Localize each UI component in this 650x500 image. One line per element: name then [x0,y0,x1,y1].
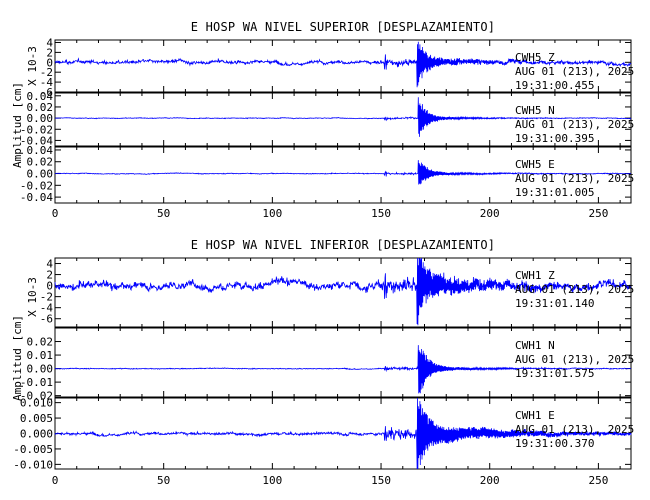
y-tick-label: 0 [46,56,53,69]
waveform-line [55,97,632,137]
date-label: AUG 01 (213), 2025 [515,283,634,296]
channel-label: CWH5 Z [515,51,555,64]
y-tick-label: -2 [40,66,53,79]
y-tick-label: -4 [40,76,54,89]
time-label: 19:31:01.140 [515,297,594,310]
y-tick-label: -0.04 [20,134,53,147]
upper-x-tick-label: 200 [480,207,500,220]
lower-x-tick-label: 150 [371,474,391,487]
y-tick-label: 0.02 [27,156,54,169]
y-tick-label: 0.00 [27,363,54,376]
panel-frame [54,92,632,147]
scale-multiplier-label: X 10-3 [26,46,39,86]
upper-level-figure: E HOSP WA NIVEL SUPERIOR [DESPLAZAMIENTO… [11,20,634,220]
y-tick-label: 0 [46,280,53,293]
date-label: AUG 01 (213), 2025 [515,172,634,185]
waveform-line [54,41,632,88]
lower-level-figure: E HOSP WA NIVEL INFERIOR [DESPLAZAMIENTO… [11,238,634,487]
y-tick-label: -6 [40,313,53,326]
lower-y-axis-label: Amplitud [cm] [11,315,24,401]
y-tick-label: -4 [40,302,54,315]
time-label: 19:31:00.370 [515,437,594,450]
upper-x-tick-label: 150 [371,207,391,220]
y-tick-label: 2 [46,46,53,59]
date-label: AUG 01 (213), 2025 [515,423,634,436]
y-tick-label: 0.000 [20,428,53,441]
upper-title: E HOSP WA NIVEL SUPERIOR [DESPLAZAMIENTO… [191,20,495,34]
channel-label: CWH1 N [515,339,555,352]
y-tick-label: 0.005 [20,412,53,425]
time-label: 19:31:00.395 [515,132,594,145]
waveform-line [54,257,632,326]
y-tick-label: 0.01 [27,349,54,362]
lower-x-tick-label: 0 [52,474,59,487]
panel-frame [54,327,632,398]
y-tick-label: 0.02 [27,101,54,114]
time-label: 19:31:01.005 [515,186,594,199]
y-tick-label: -0.02 [20,179,53,192]
y-tick-label: 0.010 [20,397,53,410]
upper-x-tick-label: 0 [52,207,59,220]
channel-label: CWH5 E [515,158,555,171]
y-tick-label: -0.010 [13,458,53,471]
date-label: AUG 01 (213), 2025 [515,353,634,366]
panel-frame [54,257,632,328]
time-label: 19:31:00.455 [515,79,594,92]
lower-x-tick-label: 100 [262,474,282,487]
y-tick-label: -0.02 [20,390,53,403]
y-tick-label: -6 [40,86,53,99]
y-tick-label: 0.00 [27,168,54,181]
lower-x-tick-label: 250 [588,474,608,487]
panel-frame [54,39,632,93]
lower-title: E HOSP WA NIVEL INFERIOR [DESPLAZAMIENTO… [191,238,495,252]
waveform-line [54,345,631,394]
y-tick-label: -0.02 [20,123,53,136]
y-tick-label: -0.005 [13,443,53,456]
time-label: 19:31:01.575 [515,367,594,380]
upper-x-tick-label: 250 [588,207,608,220]
lower-x-tick-label: 50 [157,474,170,487]
y-tick-label: -0.01 [20,376,53,389]
lower-x-tick-label: 200 [480,474,500,487]
date-label: AUG 01 (213), 2025 [515,65,634,78]
channel-label: CWH1 Z [515,269,555,282]
y-tick-label: 0.04 [27,144,54,157]
channel-label: CWH1 E [515,409,555,422]
y-tick-label: 0.00 [27,112,54,125]
panel-frame [54,146,632,204]
upper-x-tick-label: 50 [157,207,170,220]
waveform-line [54,397,632,470]
upper-y-axis-label: Amplitud [cm] [11,82,24,168]
y-tick-label: 0.02 [27,336,54,349]
date-label: AUG 01 (213), 2025 [515,118,634,131]
scale-multiplier-label: X 10-3 [26,277,39,317]
waveform-line [54,160,632,185]
y-tick-label: -0.04 [20,191,53,204]
channel-label: CWH5 N [515,104,555,117]
y-tick-label: 4 [46,36,53,49]
upper-x-tick-label: 100 [262,207,282,220]
y-tick-label: 2 [46,269,53,282]
y-tick-label: -2 [40,291,53,304]
y-tick-label: 0.04 [27,90,54,103]
y-tick-label: 4 [46,258,53,271]
